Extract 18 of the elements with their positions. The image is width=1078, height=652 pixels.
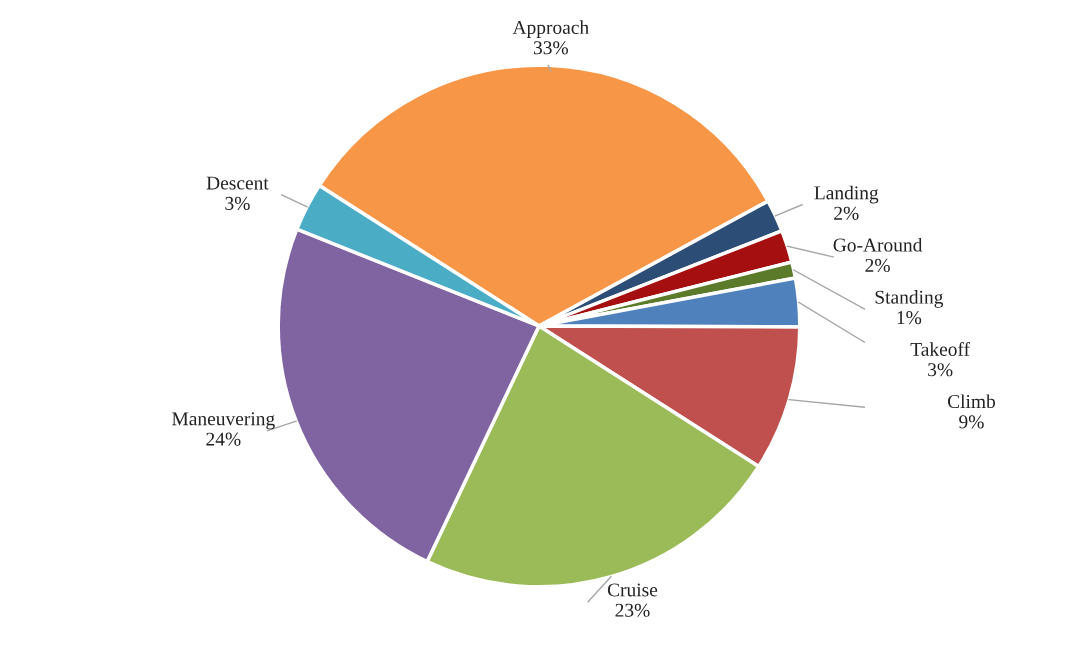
data-label: 2%	[834, 206, 859, 220]
slice-label: Takeoff	[910, 342, 971, 356]
slice-label: Approach	[512, 20, 589, 38]
data-label: 1%	[897, 311, 922, 325]
data-label: 24%	[206, 432, 241, 446]
slice-label: Maneuvering	[172, 412, 275, 430]
data-label: 3%	[928, 363, 953, 377]
data-label: 2%	[865, 258, 890, 273]
slice-label: Descent	[206, 176, 269, 190]
slice-label: Go-Around	[833, 237, 923, 252]
slice-label: Climb	[947, 394, 996, 409]
slice-label: Landing	[814, 185, 879, 204]
data-label: 9%	[959, 415, 984, 429]
slice-label: Cruise	[607, 583, 658, 597]
data-label: 3%	[225, 196, 250, 210]
data-label: 23%	[615, 603, 650, 617]
slice-label: Standing	[875, 290, 944, 308]
data-label: 33%	[533, 41, 568, 55]
